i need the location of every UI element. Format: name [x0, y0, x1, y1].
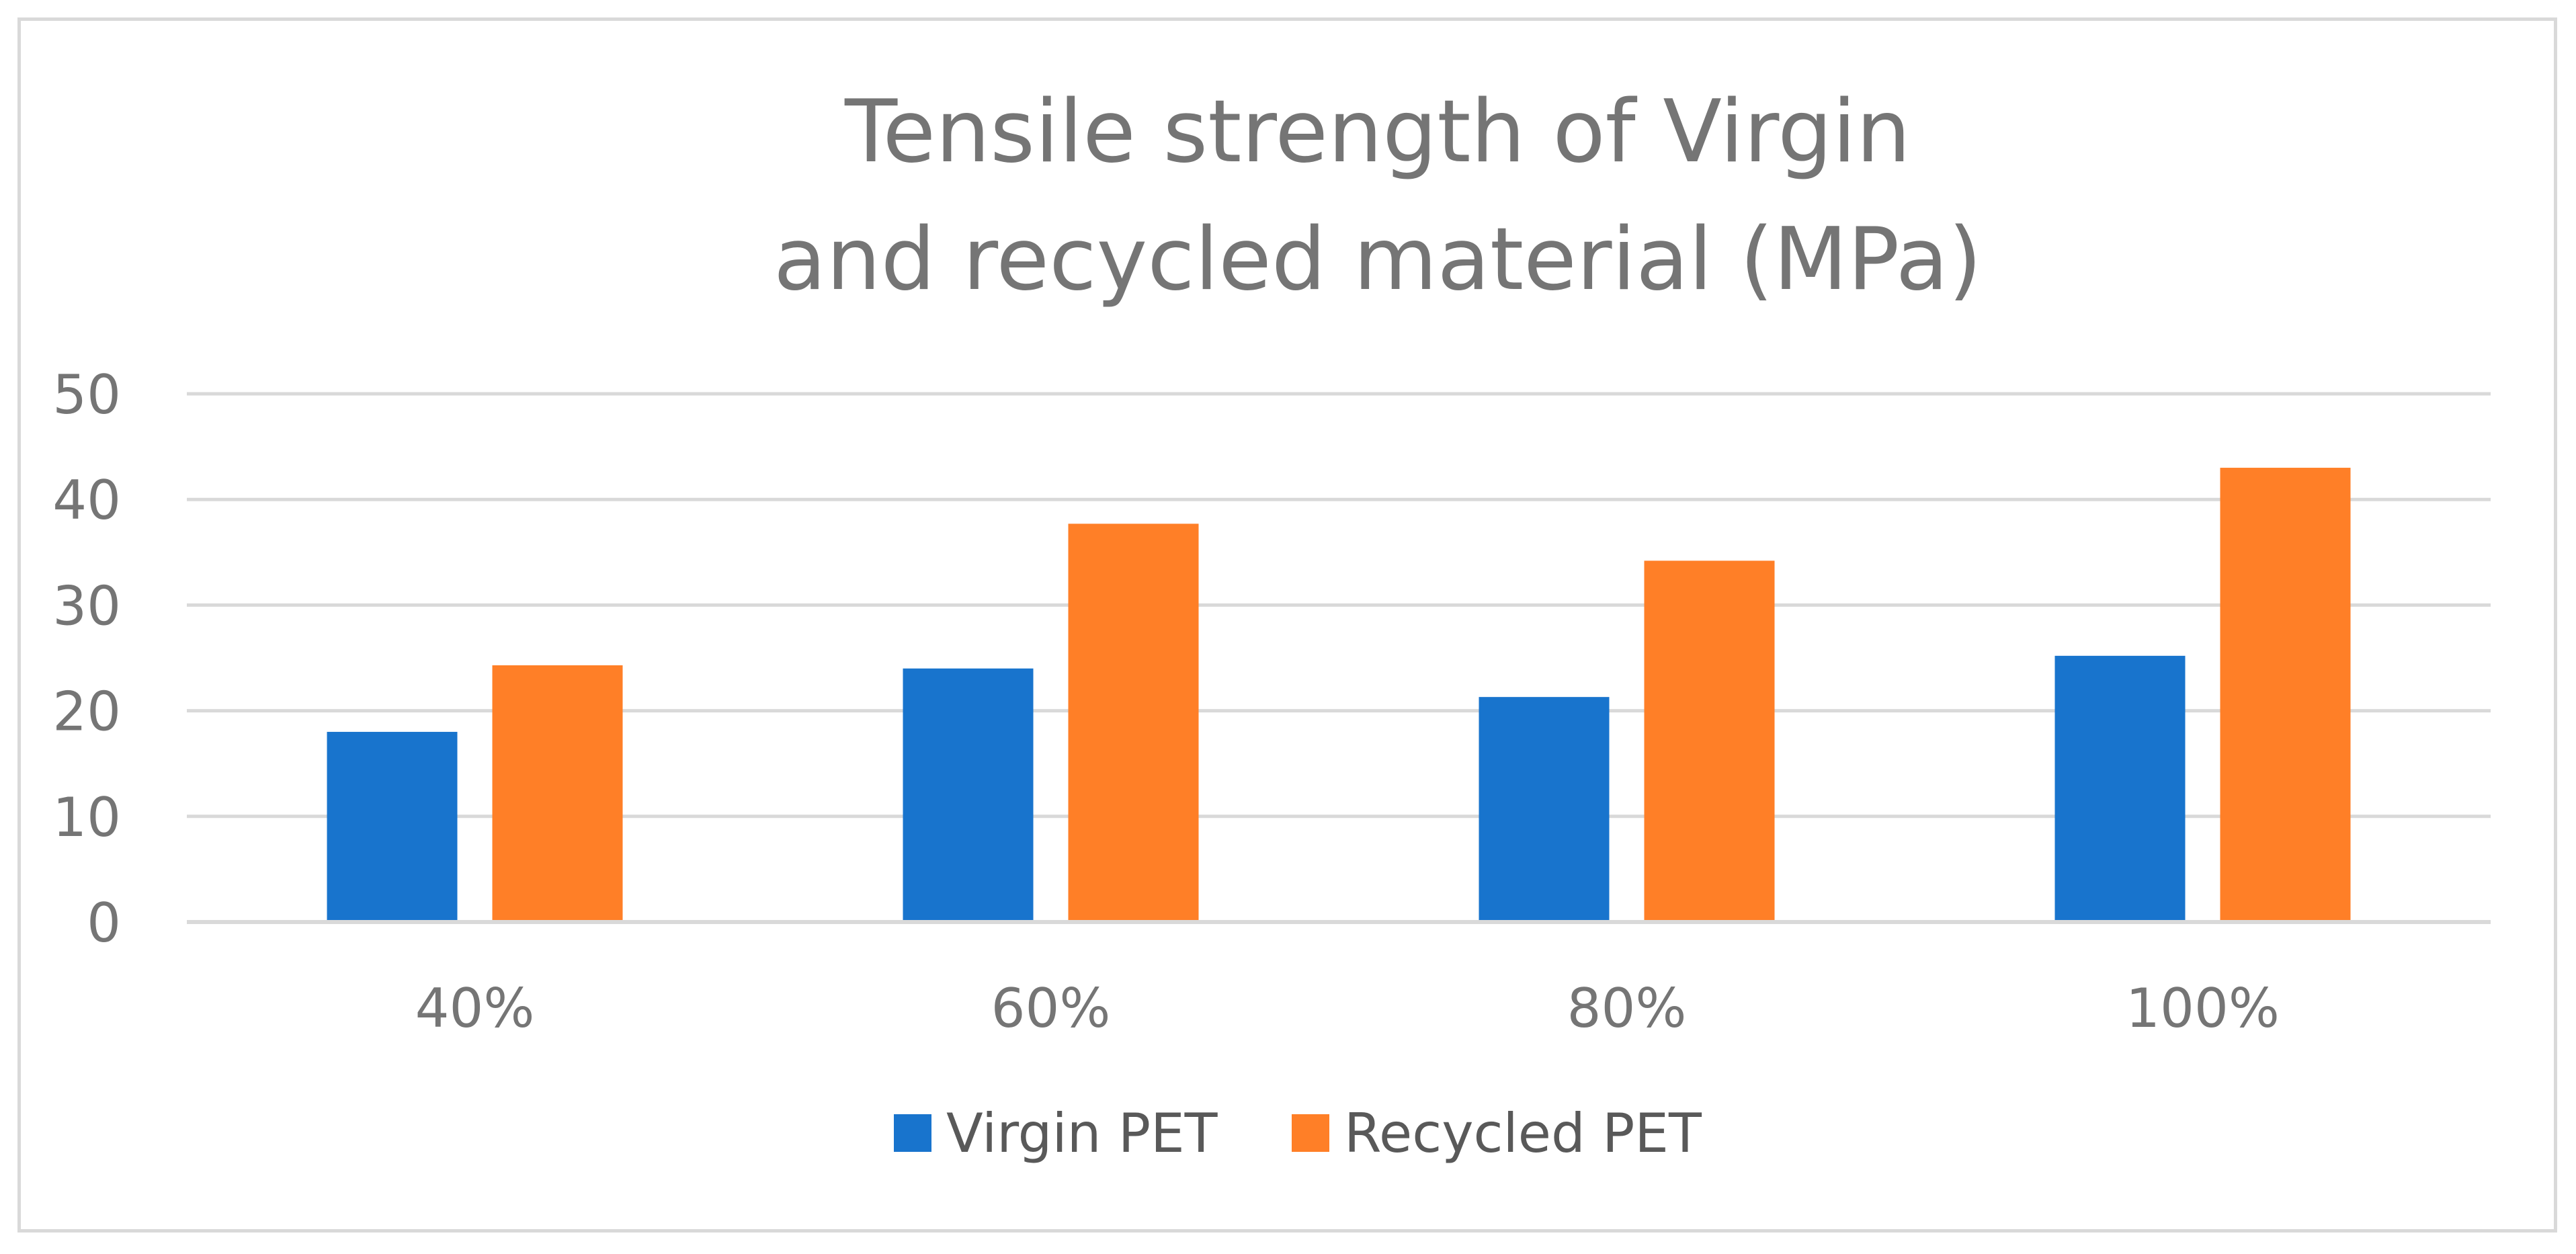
- bar-recycled-pet-60pct: [1068, 524, 1199, 922]
- legend: Virgin PET Recycled PET: [894, 1102, 1702, 1165]
- bar-virgin-pet-40pct: [327, 732, 458, 922]
- y-tick-label: 50: [52, 364, 121, 426]
- legend-swatch-virgin-pet: [894, 1114, 931, 1152]
- x-tick-label: 60%: [991, 977, 1111, 1040]
- chart-title-line-1: Tensile strength of Virgin: [844, 82, 1911, 182]
- y-axis: 0 10 20 30 40 50: [52, 364, 121, 954]
- y-tick-label: 10: [52, 786, 121, 849]
- bar-recycled-pet-40pct: [492, 665, 623, 922]
- y-tick-label: 30: [52, 575, 121, 637]
- legend-swatch-recycled-pet: [1292, 1114, 1329, 1152]
- bars: [327, 468, 2351, 922]
- x-axis: 40% 60% 80% 100%: [187, 920, 2491, 1040]
- legend-label-recycled-pet: Recycled PET: [1344, 1102, 1702, 1165]
- chart-title-line-2: and recycled material (MPa): [774, 210, 1982, 310]
- bar-virgin-pet-100pct: [2054, 655, 2186, 922]
- x-tick-label: 100%: [2126, 977, 2280, 1040]
- bar-virgin-pet-80pct: [1479, 697, 1610, 922]
- x-tick-label: 40%: [415, 977, 535, 1040]
- y-tick-label: 0: [87, 892, 121, 954]
- legend-label-virgin-pet: Virgin PET: [946, 1102, 1218, 1165]
- bar-recycled-pet-100pct: [2220, 468, 2351, 922]
- y-tick-label: 40: [52, 469, 121, 532]
- chart-frame: [17, 17, 2557, 1232]
- chart-title: Tensile strength of Virgin and recycled …: [774, 82, 1982, 310]
- bar-virgin-pet-60pct: [903, 668, 1034, 922]
- bar-recycled-pet-80pct: [1644, 560, 1775, 922]
- x-tick-label: 80%: [1567, 977, 1687, 1040]
- y-tick-label: 20: [52, 681, 121, 743]
